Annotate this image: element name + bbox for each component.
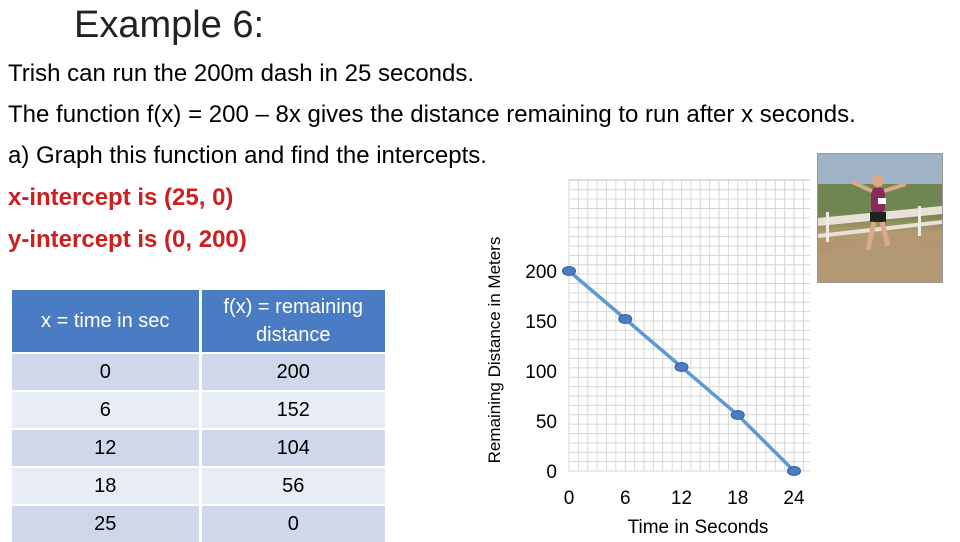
x-intercept-answer: x-intercept is (25, 0) [8, 184, 234, 211]
table-row: 6 152 [12, 390, 385, 428]
y-tick-label: 50 [536, 412, 557, 433]
table-header-row: x = time in sec f(x) = remaining distanc… [12, 290, 385, 352]
table-cell: 152 [198, 390, 385, 428]
data-series [562, 266, 801, 476]
slide-title: Example 6: [74, 4, 265, 46]
data-point [618, 314, 633, 324]
x-tick-label: 18 [727, 488, 748, 509]
data-point [674, 362, 689, 372]
table-header-fx: f(x) = remaining distance [198, 290, 385, 352]
x-tick-label: 12 [671, 488, 692, 509]
table-cell: 12 [12, 428, 199, 466]
y-tick-label: 0 [546, 462, 557, 483]
y-tick-label: 100 [525, 362, 557, 383]
y-tick-label: 200 [525, 262, 557, 283]
table-header-x: x = time in sec [12, 290, 199, 352]
table-cell: 18 [12, 466, 199, 504]
table-row: 0 200 [12, 352, 385, 390]
table-row: 25 0 [12, 504, 385, 542]
x-tick-label: 24 [783, 488, 805, 509]
values-table: x = time in sec f(x) = remaining distanc… [12, 290, 385, 542]
x-tick-label: 0 [564, 488, 575, 509]
chart-grid [568, 179, 810, 472]
data-point [562, 266, 576, 276]
problem-line-3: a) Graph this function and find the inte… [8, 142, 487, 169]
plot-area [568, 179, 810, 472]
y-tick-label: 150 [525, 312, 557, 333]
table-cell: 6 [12, 390, 199, 428]
table-cell: 0 [198, 504, 385, 542]
problem-line-2: The function f(x) = 200 – 8x gives the d… [8, 101, 856, 128]
y-axis-label: Remaining Distance in Meters [485, 237, 504, 464]
x-axis-label: Time in Seconds [628, 517, 769, 538]
table-row: 12 104 [12, 428, 385, 466]
table-cell: 104 [198, 428, 385, 466]
table-cell: 56 [198, 466, 385, 504]
table-cell: 0 [12, 352, 199, 390]
x-tick-label: 6 [620, 488, 631, 509]
line-chart: Remaining Distance in Meters Time in Sec… [485, 179, 810, 538]
data-point [730, 410, 745, 420]
y-intercept-answer: y-intercept is (0, 200) [8, 226, 247, 253]
table-cell: 200 [198, 352, 385, 390]
runner-figure [818, 154, 942, 282]
data-point [787, 466, 801, 476]
x-tick-labels: 0 6 12 18 24 [564, 488, 805, 509]
runner-photo [817, 153, 943, 283]
problem-line-1: Trish can run the 200m dash in 25 second… [8, 60, 475, 87]
y-tick-labels: 0 50 100 150 200 [525, 262, 557, 483]
table-row: 18 56 [12, 466, 385, 504]
table-cell: 25 [12, 504, 199, 542]
